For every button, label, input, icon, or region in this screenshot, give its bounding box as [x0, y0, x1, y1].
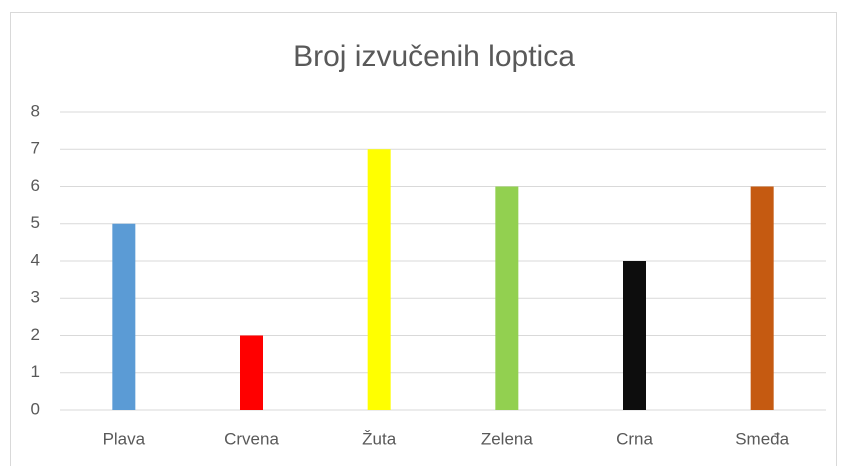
y-tick-label: 8: [31, 101, 40, 120]
y-tick-label: 3: [31, 288, 40, 307]
x-tick-label: Smeđa: [735, 429, 789, 448]
y-tick-label: 6: [31, 176, 40, 195]
bar: [750, 186, 774, 410]
x-tick-label: Plava: [103, 429, 146, 448]
y-tick-label: 7: [31, 139, 40, 158]
chart-frame: [10, 12, 837, 466]
bar: [495, 186, 519, 410]
y-tick-label: 5: [31, 213, 40, 232]
bar: [367, 149, 391, 410]
y-tick-label: 1: [31, 362, 40, 381]
bar: [623, 261, 646, 410]
chart-title: Broj izvučenih loptica: [293, 40, 575, 73]
y-tick-label: 2: [31, 325, 40, 344]
y-tick-label: 4: [31, 250, 40, 269]
x-tick-label: Crna: [616, 429, 653, 448]
x-tick-label: Žuta: [362, 429, 397, 448]
bar: [240, 335, 263, 410]
x-tick-label: Crvena: [224, 429, 279, 448]
bar: [112, 223, 136, 410]
y-tick-label: 0: [31, 399, 40, 418]
x-tick-label: Zelena: [481, 429, 534, 448]
